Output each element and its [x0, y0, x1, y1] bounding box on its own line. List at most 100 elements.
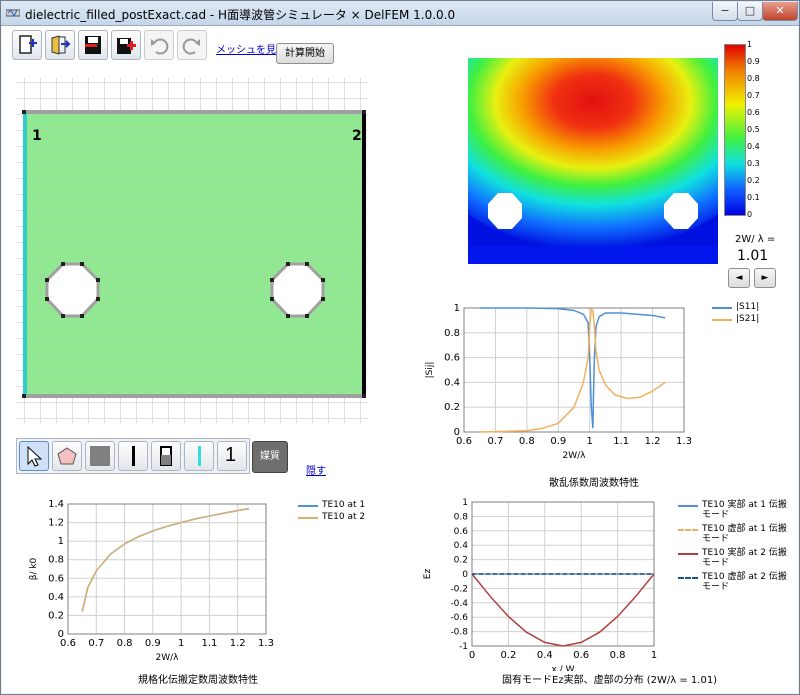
minimize-button[interactable]: − [712, 2, 738, 21]
legend-te10-2: TE10 at 2 [322, 512, 366, 522]
legend-mode-2: TE10 虚部 at 1 伝搬モード [702, 524, 787, 544]
colorbar-tick: 0.6 [747, 108, 760, 117]
hide-link[interactable]: 隠す [306, 466, 326, 477]
right-post[interactable] [270, 262, 325, 318]
mode-legend: TE10 実部 at 1 伝搬モード TE10 虚部 at 1 伝搬モード TE… [678, 500, 796, 596]
freq-next-button[interactable]: ► [754, 268, 776, 288]
x-tick-label: 1 [587, 436, 593, 447]
left-post[interactable] [45, 262, 100, 318]
save-as-icon [117, 38, 136, 54]
x-tick-label: 1 [651, 650, 657, 661]
open-file-button[interactable] [45, 30, 75, 60]
new-file-icon [19, 35, 37, 54]
y-tick-label: 1 [462, 498, 468, 508]
boundary-tool[interactable] [118, 441, 148, 471]
polygon-tool[interactable] [52, 441, 82, 471]
y-tick-label: -0.8 [450, 628, 468, 638]
save-as-button[interactable] [111, 30, 141, 60]
maximize-button[interactable]: □ [737, 2, 763, 21]
y-tick-label: 0.6 [454, 527, 469, 537]
boundary-icon [132, 446, 135, 466]
area-icon [90, 446, 110, 466]
y-tick-label: 0.6 [48, 573, 64, 584]
y-tick-label: 0.2 [48, 610, 64, 621]
series-line-1 [81, 507, 250, 612]
boundary-alt-tool[interactable] [151, 441, 181, 471]
scattering-chart: 0.6 0.7 0.8 0.9 1 1.1 1.2 1.3 0 0.2 0.4 0.6 0.8 1 2W/λ… [422, 302, 697, 472]
x-tick-label: 0.9 [550, 436, 566, 447]
y-tick-label: 0 [454, 427, 460, 438]
port-tool[interactable] [184, 441, 214, 471]
x-tick-label: 0.7 [88, 638, 104, 649]
new-file-button[interactable] [12, 30, 42, 60]
y-tick-label: 0.8 [48, 555, 64, 566]
colorbar-ticks: 1 0.9 0.8 0.7 0.6 0.5 0.4 0.3 0.2 0.1 0 [747, 40, 777, 220]
polygon-icon [57, 447, 77, 465]
cad-canvas[interactable]: 1 2 [16, 78, 368, 423]
x-tick-label: 0.6 [573, 650, 589, 661]
x-tick-label: 1.1 [201, 638, 217, 649]
legend-te10-1: TE10 at 1 [322, 500, 366, 510]
x-tick-label: 1 [178, 638, 184, 649]
x-tick-label: 0.4 [537, 650, 553, 661]
plot-frame [463, 307, 685, 433]
colorbar-tick: 0.8 [747, 74, 760, 83]
x-tick-label: 0.8 [519, 436, 535, 447]
colorbar-tick: 0.3 [747, 159, 760, 168]
series-line-2 [471, 573, 655, 647]
window-title: dielectric_filled_postExact.cad - H面導波管シ… [25, 8, 456, 22]
x-axis-label: 2W/λ [563, 451, 587, 461]
y-axis-label: Ez [423, 569, 433, 580]
mode-chart-svg: 0 0.2 0.4 0.6 0.8 1 1 0.8 0.6 0.4 0.2 0 -0.2 -0.4 -0.6… [423, 498, 657, 675]
y-tick-label: -1 [459, 642, 468, 652]
close-button[interactable]: ✕ [762, 2, 798, 21]
area-tool[interactable] [85, 441, 115, 471]
freq-prev-button[interactable]: ◄ [728, 268, 750, 288]
cad-drawing[interactable]: 1 2 [16, 78, 368, 423]
left-post-hole [488, 193, 522, 229]
freq-value: 1.01 [737, 248, 769, 264]
number-icon: 1 [225, 444, 237, 466]
x-tick-label: 0.2 [500, 650, 516, 661]
x-tick-label: 0.6 [60, 638, 76, 649]
number-tool[interactable]: 1 [217, 441, 247, 471]
legend-s21: |S21| [736, 314, 760, 324]
undo-button[interactable] [144, 30, 174, 60]
beta-chart-svg: 0.6 0.7 0.8 0.9 1 1.1 1.2 1.3 0 0.2 0.4 0.6 0.8 1 1.2 1… [29, 499, 274, 663]
port-icon [198, 446, 201, 466]
client-area: メッシュを見る 計算開始 1 2 [2, 10, 798, 693]
y-tick-label: -0.6 [450, 613, 468, 623]
x-tick-label: 1.3 [258, 638, 274, 649]
series-line-0 [479, 307, 666, 429]
mode-caption: 固有モードEz実部、虚部の分布 (2W/λ = 1.01) [502, 675, 718, 686]
beta-chart: 0.6 0.7 0.8 0.9 1 1.1 1.2 1.3 0 0.2 0.4 0.6 0.8 1 1.2 1… [24, 494, 274, 669]
redo-button[interactable] [177, 30, 207, 60]
y-tick-label: 0 [462, 570, 468, 580]
y-tick-label: 0 [58, 629, 64, 640]
view-mesh-link[interactable]: メッシュを見る [216, 45, 286, 56]
colorbar-tick: 0.4 [747, 142, 760, 151]
legend-mode-4: TE10 虚部 at 2 伝搬モード [702, 572, 787, 592]
media-button[interactable]: 媒質 [252, 441, 288, 473]
title-bar: dielectric_filled_postExact.cad - H面導波管シ… [1, 1, 799, 26]
colorbar-tick: 0.1 [747, 193, 760, 202]
x-tick-label: 0.6 [456, 436, 472, 447]
colorbar-tick: 1 [747, 40, 753, 49]
y-axis-label: |Sij| [425, 362, 435, 379]
y-tick-label: 1.4 [48, 499, 64, 510]
colorbar-tick: 0.2 [747, 176, 760, 185]
open-file-icon [51, 35, 71, 55]
y-tick-label: 0.2 [444, 402, 460, 413]
legend-s11: |S11| [736, 302, 760, 312]
save-button[interactable] [78, 30, 108, 60]
start-calc-button[interactable]: 計算開始 [276, 43, 334, 64]
save-icon [85, 36, 101, 54]
legend-mode-1: TE10 実部 at 1 伝搬モード [702, 500, 787, 520]
mode-chart: 0 0.2 0.4 0.6 0.8 1 1 0.8 0.6 0.4 0.2 0 -0.2 -0.4 -0.6… [416, 496, 666, 675]
beta-caption: 規格化伝搬定数周波数特性 [138, 675, 258, 686]
y-tick-label: 0.8 [444, 328, 460, 339]
plot-frame [67, 503, 267, 635]
x-tick-label: 0.8 [610, 650, 626, 661]
boundary-alt-icon [160, 446, 172, 466]
select-tool[interactable] [19, 441, 49, 471]
